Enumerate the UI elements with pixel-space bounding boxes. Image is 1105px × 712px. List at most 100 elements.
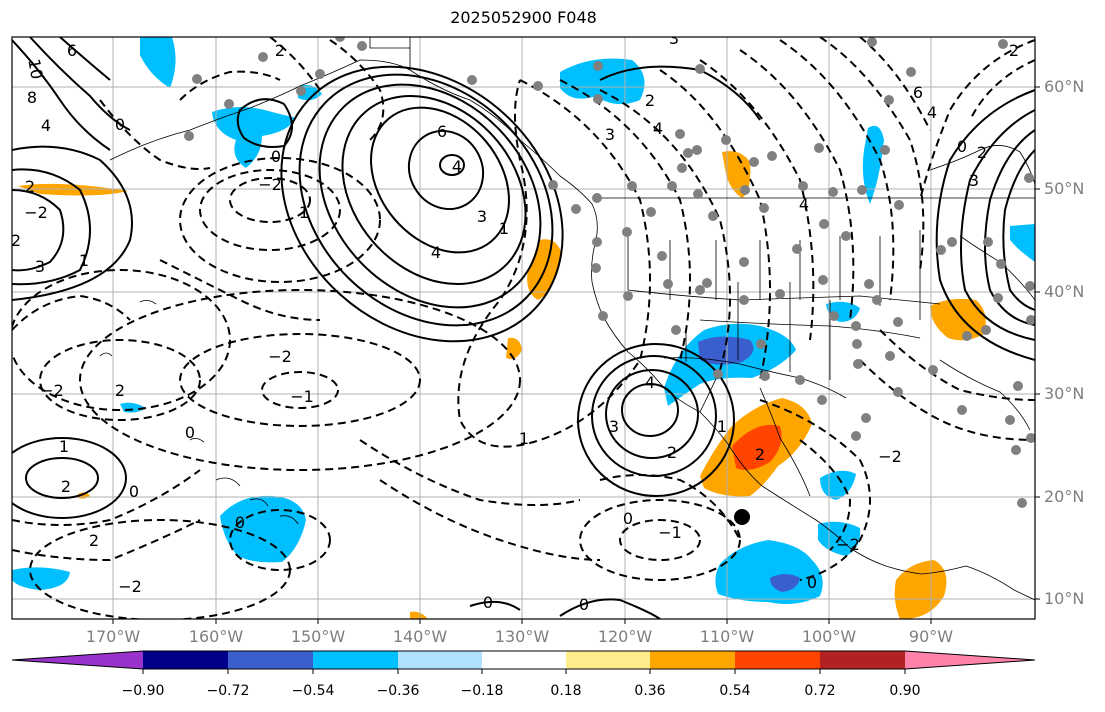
contour-labels: 10 8 6 4 2 0 2 3 1 −2 6 4 2 −2 0 3 4 1 −… xyxy=(11,29,1019,614)
lon-label: 150°W xyxy=(290,627,346,646)
shaded-anomaly-fields xyxy=(12,37,1035,619)
contour-label: 3 xyxy=(669,29,679,48)
lat-label: 30°N xyxy=(1044,384,1085,403)
contour-label: 0 xyxy=(957,137,967,156)
contour-label: 1 xyxy=(59,437,69,456)
contour-label: 4 xyxy=(799,195,809,214)
cyan-patch xyxy=(212,107,296,168)
colorbar-segment xyxy=(482,651,566,669)
colorbar-tick-label: −0.36 xyxy=(376,683,420,699)
orange-patch xyxy=(410,611,428,619)
lat-label: 20°N xyxy=(1044,487,1085,506)
red-patch xyxy=(732,424,782,470)
lon-label: 140°W xyxy=(392,627,448,646)
colorbar xyxy=(11,650,1036,674)
colorbar-tick-label: −0.54 xyxy=(291,683,335,699)
colorbar-segment xyxy=(398,651,482,669)
contour-label: 6 xyxy=(913,83,923,102)
contour-label: −1 xyxy=(290,387,314,406)
contour-label: 4 xyxy=(927,103,937,122)
lon-label: 90°W xyxy=(908,627,954,646)
contour-label: −2 xyxy=(258,175,282,194)
contour-label: 0 xyxy=(483,593,493,612)
contour-label: −2 xyxy=(118,577,142,596)
contour-label: 4 xyxy=(653,119,663,138)
contour-label: 4 xyxy=(41,116,51,135)
colorbar-tick-label: 0.54 xyxy=(719,683,751,699)
colorbar-tick-label: 0.90 xyxy=(889,683,921,699)
contour-label: 3 xyxy=(477,207,487,226)
lon-label: 160°W xyxy=(188,627,244,646)
lat-label: 10°N xyxy=(1044,589,1085,608)
cyan-patch xyxy=(140,37,176,88)
cyan-patch xyxy=(862,125,884,204)
storm-center-marker xyxy=(734,509,750,525)
dashed-contours xyxy=(12,37,1035,619)
contour-label: 2 xyxy=(61,477,71,496)
cyan-patch xyxy=(560,58,645,105)
contour-label: 3 xyxy=(35,257,45,276)
orange-patch xyxy=(18,183,128,196)
contour-label: 8 xyxy=(27,88,37,107)
contour-label: 2 xyxy=(275,41,285,60)
colorbar-tick-label: −0.90 xyxy=(121,683,165,699)
contour-label: 2 xyxy=(755,445,765,464)
colorbar-tick-label: 0.36 xyxy=(634,683,666,699)
contour-label: 6 xyxy=(437,122,447,141)
contour-label: 0 xyxy=(129,482,139,501)
contour-label: 0 xyxy=(579,595,589,614)
contour-label: 3 xyxy=(605,125,615,144)
colorbar-segment xyxy=(905,651,1035,669)
contour-label: −2 xyxy=(836,535,860,554)
lon-label: 110°W xyxy=(699,627,755,646)
solid-contours xyxy=(12,37,1035,619)
contour-label: 3 xyxy=(609,417,619,436)
contour-label: 4 xyxy=(645,373,655,392)
map-frame xyxy=(11,36,1036,620)
contour-label: 2 xyxy=(11,231,21,250)
contour-label: −2 xyxy=(878,447,902,466)
lon-label: 170°W xyxy=(85,627,141,646)
cyan-patch xyxy=(1010,224,1035,262)
contour-label: 2 xyxy=(667,443,677,462)
lon-label: 100°W xyxy=(801,627,857,646)
contour-label: 0 xyxy=(235,513,245,532)
station-dots xyxy=(184,37,1035,508)
colorbar-tick-label: 0.72 xyxy=(804,683,836,699)
colorbar-segment xyxy=(735,651,820,669)
orange-patch xyxy=(930,298,986,341)
lat-label: 60°N xyxy=(1044,77,1085,96)
colorbar-tick-label: −0.18 xyxy=(460,683,504,699)
blue-patch xyxy=(770,574,800,592)
orange-patch xyxy=(894,560,947,619)
lat-label: 50°N xyxy=(1044,179,1085,198)
colorbar-tick-label: −0.72 xyxy=(206,683,250,699)
contour-label: 3 xyxy=(969,171,979,190)
contour-label: 0 xyxy=(807,573,817,592)
contour-label: −1 xyxy=(658,523,682,542)
contour-label: 2 xyxy=(25,177,35,196)
graticule xyxy=(12,37,1035,619)
contour-label: 0 xyxy=(115,115,125,134)
map-title: 2025052900 F048 xyxy=(450,8,597,27)
contour-label: 6 xyxy=(67,41,77,60)
contour-label: 1 xyxy=(299,203,309,222)
cyan-patch xyxy=(820,470,856,500)
contour-label: 1 xyxy=(519,429,529,448)
contour-label: 1 xyxy=(79,251,89,270)
contour-label: 4 xyxy=(431,243,441,262)
colorbar-segment xyxy=(566,651,650,669)
colorbar-segment xyxy=(143,651,228,669)
cyan-patch xyxy=(220,495,306,563)
contour-label: 0 xyxy=(185,423,195,442)
contour-label: 4 xyxy=(452,157,462,176)
tick-marks xyxy=(112,86,1040,624)
contour-label: −2 xyxy=(40,381,64,400)
contour-label: 0 xyxy=(623,509,633,528)
colorbar-segment xyxy=(12,651,143,669)
colorbar-segment xyxy=(313,651,398,669)
cyan-patch xyxy=(12,567,70,590)
cyan-patch xyxy=(715,540,823,604)
colorbar-segment xyxy=(820,651,905,669)
